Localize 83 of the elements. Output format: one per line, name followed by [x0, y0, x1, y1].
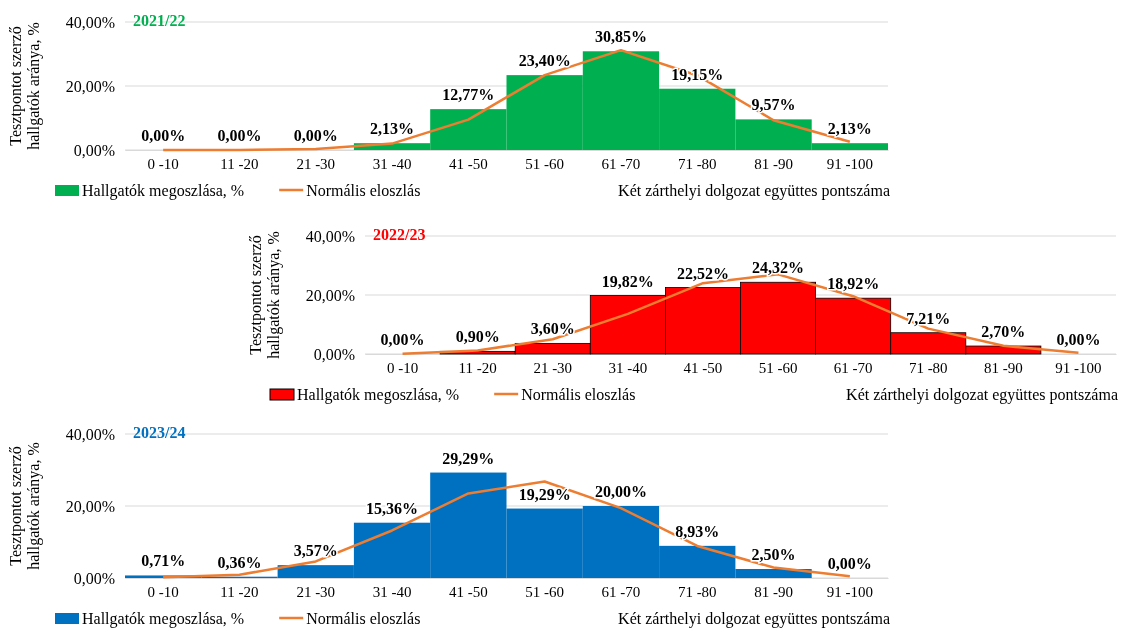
- x-tick-label: 91 -100: [826, 155, 873, 172]
- x-axis-title: Két zárthelyi dolgozat együttes pontszáma: [618, 182, 890, 200]
- x-tick-label: 71 -80: [908, 359, 948, 376]
- data-label: 0,00%: [827, 555, 872, 572]
- x-tick-label: 91 -100: [826, 583, 873, 600]
- legend-label: Hallgatók megoszlása, %: [82, 610, 245, 628]
- data-label: 2,13%: [370, 120, 415, 138]
- x-tick-label: 61 -70: [833, 359, 873, 376]
- x-tick-label: 0 -10: [386, 359, 419, 376]
- x-tick-label: 81 -90: [983, 359, 1023, 376]
- data-label: 0,00%: [380, 331, 425, 348]
- x-tick-label: 51 -60: [758, 359, 798, 376]
- y-tick-label: 40,00%: [65, 13, 115, 31]
- x-tick-label: 81 -90: [754, 155, 793, 172]
- chart-title: 2022/23: [373, 226, 426, 243]
- x-tick-label: 21 -30: [533, 359, 573, 376]
- x-tick-label: 31 -40: [372, 583, 412, 600]
- data-label: 2,70%: [981, 323, 1026, 341]
- x-tick-label: 51 -60: [525, 155, 565, 172]
- x-tick-label: 71 -80: [677, 155, 717, 172]
- data-label: 2,13%: [827, 120, 872, 138]
- data-label: 23,40%: [518, 52, 571, 70]
- data-label: 22,52%: [676, 264, 729, 282]
- data-label: 18,92%: [827, 275, 880, 293]
- data-label: 12,77%: [442, 86, 495, 104]
- data-label: 15,36%: [366, 499, 419, 517]
- x-tick-label: 71 -80: [677, 583, 717, 600]
- x-tick-label: 61 -70: [601, 583, 641, 600]
- chart-title: 2023/24: [133, 424, 186, 441]
- legend-label: Normális eloszlás: [306, 610, 421, 627]
- data-label: 3,57%: [293, 542, 338, 560]
- y-tick-label: 40,00%: [65, 425, 115, 443]
- x-tick-label: 31 -40: [372, 155, 412, 172]
- x-tick-label: 11 -20: [220, 155, 259, 172]
- x-tick-label: 81 -90: [754, 583, 793, 600]
- x-tick-label: 91 -100: [1055, 359, 1102, 376]
- y-tick-label: 20,00%: [65, 77, 115, 95]
- y-tick-label: 40,00%: [305, 227, 355, 245]
- data-label: 24,32%: [752, 259, 805, 277]
- x-tick-label: 61 -70: [601, 155, 641, 172]
- data-label: 0,36%: [217, 553, 262, 571]
- data-label: 0,00%: [217, 127, 262, 144]
- data-label: 19,82%: [601, 272, 654, 290]
- x-tick-label: 31 -40: [608, 359, 648, 376]
- chart-title: 2021/22: [133, 12, 186, 29]
- data-label: 9,57%: [751, 96, 796, 114]
- data-label: 2,50%: [751, 546, 796, 563]
- data-label: 3,60%: [530, 320, 575, 338]
- data-label: 29,29%: [442, 449, 495, 467]
- data-label: 20,00%: [594, 483, 647, 500]
- data-label: 7,21%: [906, 309, 951, 327]
- legend-label: Hallgatók megoszlása, %: [297, 386, 460, 404]
- data-label: 30,85%: [594, 28, 647, 46]
- legend-label: Normális eloszlás: [521, 386, 636, 403]
- x-axis-title: Két zárthelyi dolgozat együttes pontszáma: [618, 610, 890, 628]
- data-label: 0,00%: [293, 127, 338, 144]
- x-tick-label: 0 -10: [147, 155, 179, 172]
- x-tick-label: 41 -50: [683, 359, 723, 376]
- x-tick-label: 51 -60: [525, 583, 565, 600]
- x-tick-label: 41 -50: [448, 155, 488, 172]
- data-label: 8,93%: [675, 522, 720, 540]
- data-label: 0,71%: [141, 552, 186, 570]
- y-axis-title: Tesztpontot szerző hallgatók aránya, %: [247, 231, 283, 359]
- data-label: 19,29%: [518, 485, 571, 503]
- data-label: 0,00%: [141, 127, 186, 144]
- x-tick-label: 0 -10: [147, 583, 179, 600]
- data-label: 0,00%: [1056, 331, 1101, 348]
- x-tick-label: 11 -20: [220, 583, 259, 600]
- x-tick-label: 21 -30: [296, 583, 336, 600]
- y-axis-title: Tesztpontot szerző hallgatók aránya, %: [7, 22, 43, 150]
- y-axis-title: Tesztpontot szerző hallgatók aránya, %: [7, 442, 43, 570]
- x-tick-label: 21 -30: [296, 155, 336, 172]
- x-tick-label: 41 -50: [448, 583, 488, 600]
- x-axis-title: Két zárthelyi dolgozat együttes pontszáma: [846, 386, 1118, 404]
- legend-label: Normális eloszlás: [306, 182, 421, 199]
- data-label: 0,90%: [455, 328, 500, 346]
- y-tick-label: 0,00%: [73, 569, 115, 587]
- y-tick-label: 20,00%: [305, 286, 355, 304]
- legend-label: Hallgatók megoszlása, %: [82, 182, 245, 200]
- y-tick-label: 0,00%: [73, 141, 115, 159]
- y-tick-label: 20,00%: [65, 497, 115, 515]
- y-tick-label: 0,00%: [313, 345, 355, 363]
- x-tick-label: 11 -20: [458, 359, 497, 376]
